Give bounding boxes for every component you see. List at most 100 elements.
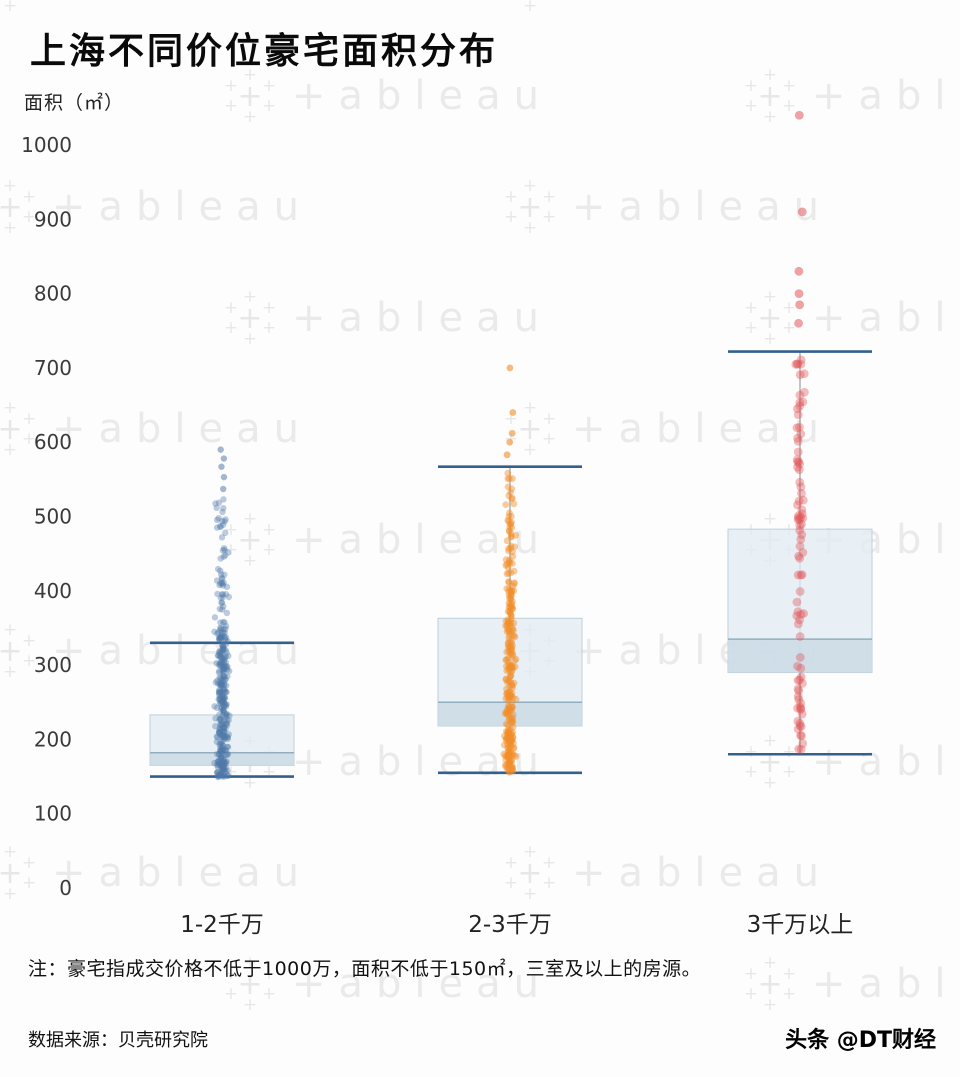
data-dot [220, 696, 227, 703]
data-dot [793, 692, 803, 701]
data-dot [219, 746, 227, 753]
data-dot [798, 739, 808, 748]
data-dot [509, 739, 517, 747]
y-tick-label: 900 [34, 207, 72, 231]
data-dot [222, 640, 230, 648]
data-dot [793, 359, 803, 369]
data-dot [504, 689, 512, 697]
footnote: 注：豪宅指成交价格不低于1000万，面积不低于150㎡，三室及以上的房源。 [28, 958, 702, 980]
data-dot [216, 729, 223, 736]
data-dot [504, 729, 512, 737]
data-dot [507, 665, 515, 672]
data-dot [506, 757, 514, 765]
data-dot [217, 700, 225, 707]
data-dot [220, 696, 227, 703]
data-dot [505, 556, 513, 564]
data-dot [796, 744, 806, 754]
svg-text:+ableau: +ableau [52, 850, 312, 896]
data-dot [794, 496, 804, 506]
data-dot [225, 731, 233, 738]
data-dot [212, 500, 219, 507]
data-dot [507, 589, 515, 597]
tableau-watermark: ++++++++ableau [504, 176, 819, 238]
data-dot [217, 721, 224, 728]
data-dot [507, 619, 515, 627]
data-dot [503, 648, 511, 656]
data-dot [221, 700, 228, 707]
data-dot [217, 680, 225, 687]
data-dot [504, 693, 512, 701]
data-dot [795, 587, 805, 596]
data-dot [221, 728, 228, 735]
data-dot [793, 410, 803, 420]
data-dot [223, 712, 230, 719]
data-dot [510, 500, 518, 508]
data-dot [503, 709, 511, 717]
data-dot [505, 755, 513, 762]
svg-text:+ableau: +ableau [52, 406, 312, 452]
data-dot [220, 698, 227, 706]
data-dot [502, 708, 510, 716]
svg-text:+: + [224, 540, 238, 560]
data-dot [219, 606, 226, 613]
svg-text:+: + [3, 884, 17, 904]
data-dot [797, 570, 807, 580]
data-dot [218, 746, 226, 754]
data-dot [510, 587, 518, 595]
data-dot [221, 764, 228, 772]
data-dot [225, 667, 233, 675]
svg-text:+: + [504, 873, 518, 893]
y-tick-label: 200 [34, 727, 72, 751]
data-dot [220, 579, 227, 586]
data-dot [793, 404, 802, 414]
data-dot [217, 687, 224, 694]
data-dot [216, 635, 223, 642]
data-dot [501, 752, 509, 760]
data-dot [218, 772, 225, 779]
data-dot [503, 628, 511, 636]
data-dot [220, 669, 227, 677]
data-dot [218, 744, 226, 752]
data-dot [503, 753, 511, 761]
data-dot [222, 711, 230, 718]
data-dot [220, 727, 227, 735]
data-dot [794, 457, 804, 467]
svg-text:+: + [782, 762, 796, 782]
data-dot [218, 763, 226, 771]
outlier-dot [218, 463, 225, 470]
data-dot [221, 518, 228, 525]
svg-text:+: + [262, 318, 276, 338]
data-dot [505, 627, 513, 635]
data-dot [219, 666, 226, 674]
data-dot [509, 733, 517, 741]
data-dot [503, 685, 510, 693]
data-dot [219, 767, 227, 774]
data-dot [798, 397, 808, 407]
data-dot [511, 543, 519, 551]
data-dot [219, 733, 227, 741]
data-dot [505, 627, 513, 635]
data-dot [506, 631, 513, 639]
data-dot [507, 544, 515, 552]
data-dot [793, 724, 803, 734]
data-dot [218, 769, 226, 776]
data-dot [221, 633, 228, 640]
data-dot [509, 624, 516, 632]
data-dot [509, 763, 516, 771]
data-dot [219, 591, 227, 598]
data-dot [505, 704, 513, 711]
data-dot [509, 605, 516, 613]
data-dot [221, 629, 228, 636]
data-dot [795, 675, 805, 685]
data-dot [506, 594, 513, 602]
data-dot [219, 547, 227, 554]
data-dot [220, 553, 227, 560]
data-dot [504, 747, 512, 755]
data-dot [501, 732, 508, 740]
data-dot [213, 769, 221, 776]
svg-text:+: + [0, 634, 23, 669]
data-dot [215, 771, 223, 778]
data-dot [505, 603, 513, 611]
data-dot [216, 741, 223, 748]
data-dot [215, 759, 222, 767]
